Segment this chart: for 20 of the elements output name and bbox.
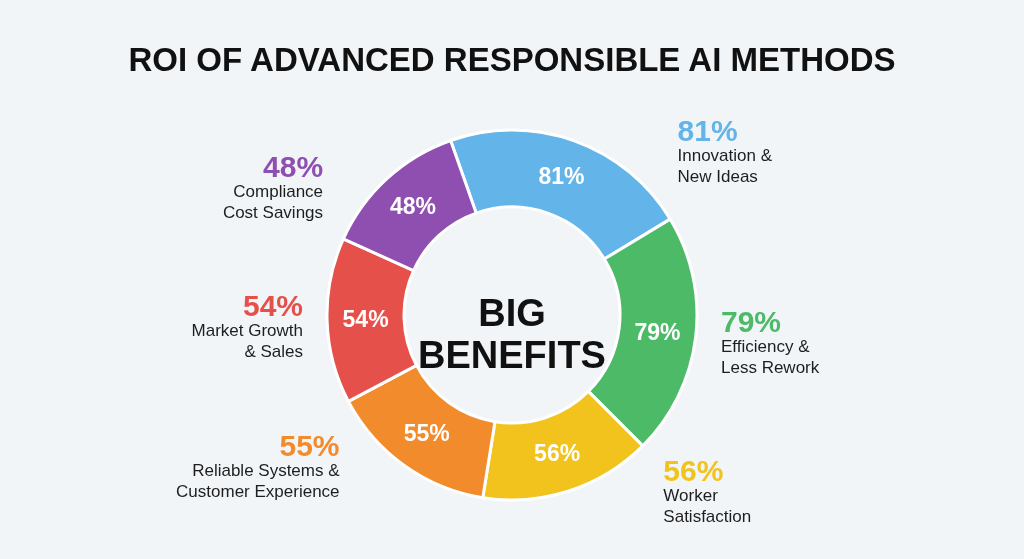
data-label: 48% <box>389 193 436 220</box>
slice-label: Innovation & New Ideas <box>677 145 773 186</box>
slice-label: Worker Satisfaction <box>663 486 752 527</box>
slice-label: Market Growth & Sales <box>191 320 303 361</box>
slice-label: Efficiency & Less Rework <box>721 336 820 377</box>
text: BIG BENEFITS <box>418 292 606 376</box>
text: 48% <box>263 150 324 184</box>
chart-title: ROI OF ADVANCED RESPONSIBLE AI METHODS <box>128 41 896 78</box>
slice-label: Reliable Systems & Customer Experience <box>176 461 341 502</box>
data-label: 79% <box>634 318 681 345</box>
data-label: 54% <box>342 305 389 332</box>
text: 54% <box>242 288 303 322</box>
data-label: 55% <box>403 420 450 447</box>
slice-label: Compliance Cost Savings <box>222 182 324 223</box>
text: 56% <box>663 454 724 488</box>
data-label: 56% <box>534 440 581 467</box>
text: 81% <box>677 113 738 147</box>
data-label: 81% <box>538 163 585 190</box>
text: 79% <box>721 304 782 338</box>
text: 55% <box>279 429 340 463</box>
